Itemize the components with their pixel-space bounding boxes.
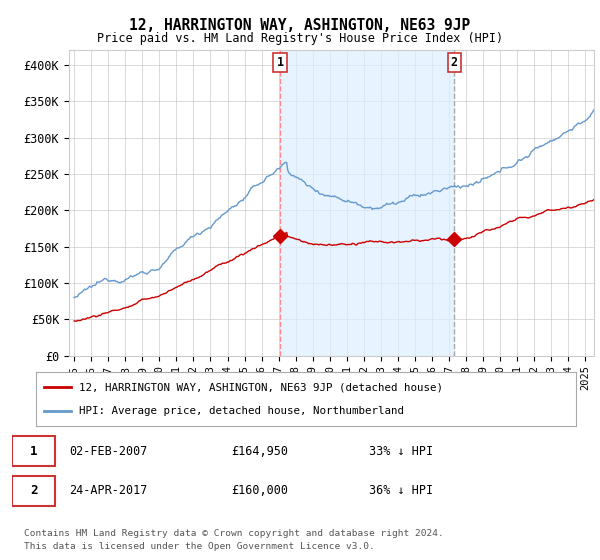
Text: 24-APR-2017: 24-APR-2017 xyxy=(70,484,148,497)
Text: 33% ↓ HPI: 33% ↓ HPI xyxy=(369,445,433,458)
Text: 2: 2 xyxy=(451,56,458,69)
Text: Contains HM Land Registry data © Crown copyright and database right 2024.: Contains HM Land Registry data © Crown c… xyxy=(24,529,444,538)
FancyBboxPatch shape xyxy=(12,475,55,506)
Text: 1: 1 xyxy=(30,445,37,458)
Text: £164,950: £164,950 xyxy=(231,445,288,458)
Text: This data is licensed under the Open Government Licence v3.0.: This data is licensed under the Open Gov… xyxy=(24,542,375,550)
Text: Price paid vs. HM Land Registry's House Price Index (HPI): Price paid vs. HM Land Registry's House … xyxy=(97,32,503,45)
Text: 1: 1 xyxy=(277,56,284,69)
Text: 02-FEB-2007: 02-FEB-2007 xyxy=(70,445,148,458)
Text: HPI: Average price, detached house, Northumberland: HPI: Average price, detached house, Nort… xyxy=(79,405,404,416)
Text: 36% ↓ HPI: 36% ↓ HPI xyxy=(369,484,433,497)
FancyBboxPatch shape xyxy=(12,436,55,466)
Text: 12, HARRINGTON WAY, ASHINGTON, NE63 9JP (detached house): 12, HARRINGTON WAY, ASHINGTON, NE63 9JP … xyxy=(79,382,443,393)
Text: £160,000: £160,000 xyxy=(231,484,288,497)
Text: 12, HARRINGTON WAY, ASHINGTON, NE63 9JP: 12, HARRINGTON WAY, ASHINGTON, NE63 9JP xyxy=(130,18,470,33)
Text: 2: 2 xyxy=(30,484,37,497)
